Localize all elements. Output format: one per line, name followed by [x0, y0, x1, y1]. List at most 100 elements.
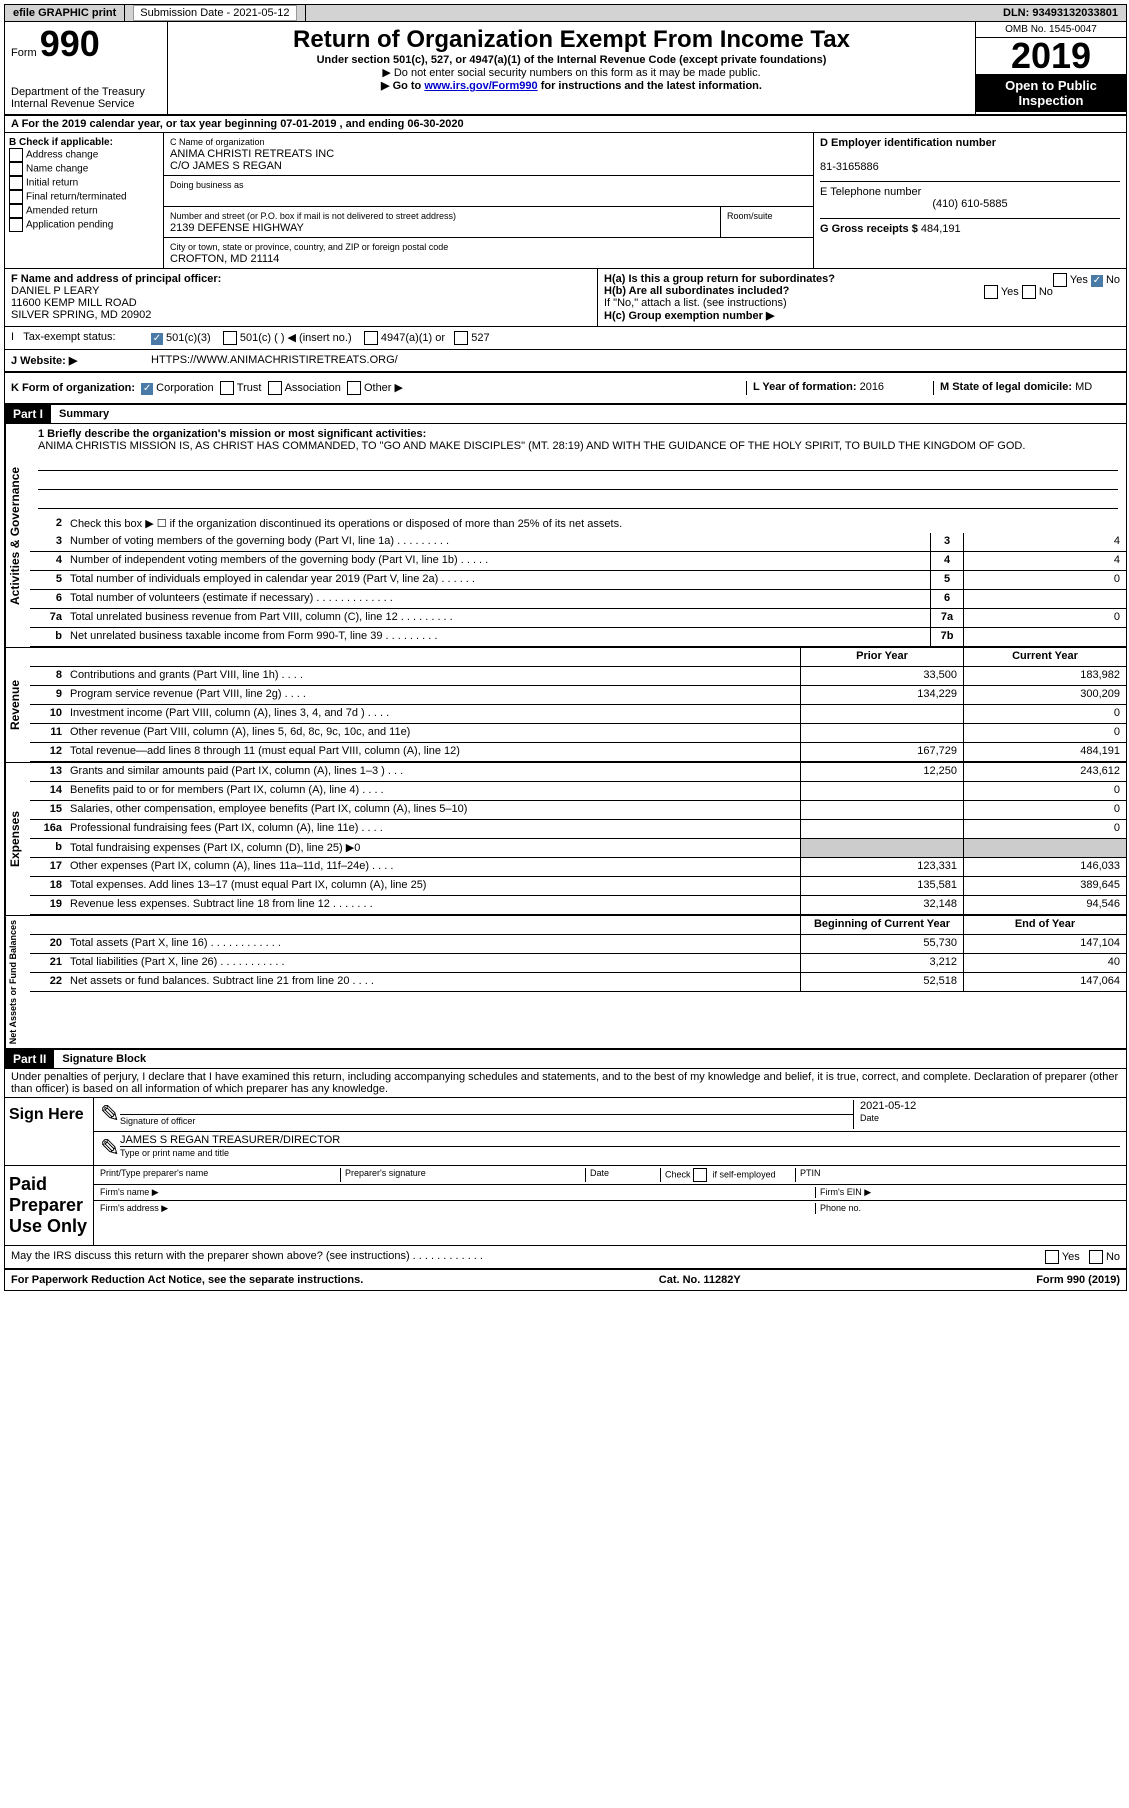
prep-h4: Check if self-employed [661, 1168, 796, 1182]
k-opt-2: Association [285, 382, 341, 394]
table-row: 14 Benefits paid to or for members (Part… [30, 782, 1126, 801]
pen-icon: ✎ [100, 1134, 120, 1163]
discuss-row: May the IRS discuss this return with the… [5, 1246, 1126, 1270]
rev-block: Revenue Prior Year Current Year 8 Contri… [5, 647, 1126, 762]
line-box: 7a [930, 609, 963, 627]
checkbox-icon[interactable] [984, 285, 998, 299]
checkbox-icon[interactable] [9, 176, 23, 190]
line-text: Revenue less expenses. Subtract line 18 … [66, 896, 800, 914]
table-row: 12 Total revenue—add lines 8 through 11 … [30, 743, 1126, 762]
curr-val: 183,982 [963, 667, 1126, 685]
current-year-header: Current Year [963, 648, 1126, 666]
prior-year-header: Prior Year [800, 648, 963, 666]
room-label: Room/suite [727, 211, 773, 221]
irs-link[interactable]: www.irs.gov/Form990 [424, 80, 537, 92]
line-text: Number of independent voting members of … [66, 552, 930, 570]
line-text: Other revenue (Part VIII, column (A), li… [66, 724, 800, 742]
line-no: 18 [30, 877, 66, 895]
line-text: Net assets or fund balances. Subtract li… [66, 973, 800, 991]
line-box: 6 [930, 590, 963, 608]
sig-label: Signature of officer [120, 1116, 195, 1126]
line-no: b [30, 628, 66, 646]
line-box: 4 [930, 552, 963, 570]
gov-line: 5 Total number of individuals employed i… [30, 571, 1126, 590]
line-text: Net unrelated business taxable income fr… [66, 628, 930, 646]
efile-label: efile GRAPHIC print [5, 5, 125, 21]
city-value: CROFTON, MD 21114 [170, 253, 279, 265]
line-text: Salaries, other compensation, employee b… [66, 801, 800, 819]
line-text: Total revenue—add lines 8 through 11 (mu… [66, 743, 800, 761]
dln: DLN: 93493132033801 [995, 5, 1126, 21]
prior-val: 33,500 [800, 667, 963, 685]
checkbox-icon[interactable] [9, 218, 23, 232]
checkbox-icon[interactable] [454, 331, 468, 345]
m-label: M State of legal domicile: [940, 381, 1072, 393]
line-no: 4 [30, 552, 66, 570]
form-number: 990 [40, 23, 100, 64]
pen-icon: ✎ [100, 1100, 120, 1129]
checkbox-icon[interactable] [1089, 1250, 1103, 1264]
firm-phone: Phone no. [816, 1203, 1120, 1214]
checkbox-icon[interactable] [1045, 1250, 1059, 1264]
mission-text: ANIMA CHRISTIS MISSION IS, AS CHRIST HAS… [38, 440, 1025, 452]
dept-label: Department of the Treasury Internal Reve… [11, 86, 161, 110]
footer-left: For Paperwork Reduction Act Notice, see … [11, 1274, 363, 1286]
checkbox-icon[interactable] [347, 381, 361, 395]
date-label: Date [860, 1113, 879, 1123]
l-label: L Year of formation: [753, 381, 857, 393]
side-exp: Expenses [5, 763, 30, 915]
prior-val: 167,729 [800, 743, 963, 761]
checkbox-icon[interactable] [223, 331, 237, 345]
exp-block: Expenses 13 Grants and similar amounts p… [5, 762, 1126, 915]
care-of: C/O JAMES S REGAN [170, 160, 282, 172]
c-name-label: C Name of organization [170, 137, 265, 147]
line-no: 21 [30, 954, 66, 972]
checkbox-icon[interactable] [9, 162, 23, 176]
table-row: 22 Net assets or fund balances. Subtract… [30, 973, 1126, 992]
line-text: Total number of individuals employed in … [66, 571, 930, 589]
sig-date: 2021-05-12 [860, 1100, 1120, 1112]
phone-value: (410) 610-5885 [820, 198, 1120, 210]
line-text: Total fundraising expenses (Part IX, col… [66, 839, 800, 857]
signature-line[interactable] [120, 1100, 853, 1115]
section-fh: F Name and address of principal officer:… [5, 269, 1126, 327]
checkbox-icon[interactable] [9, 148, 23, 162]
checkbox-icon[interactable] [9, 204, 23, 218]
ts-opt-2: 4947(a)(1) or [381, 332, 445, 344]
gov-line: 4 Number of independent voting members o… [30, 552, 1126, 571]
checkbox-icon[interactable] [1053, 273, 1067, 287]
f-label: F Name and address of principal officer: [11, 273, 221, 285]
checkbox-icon[interactable] [268, 381, 282, 395]
checkbox-icon[interactable] [693, 1168, 707, 1182]
blank-line [38, 492, 1118, 509]
checkbox-icon[interactable] [9, 190, 23, 204]
table-row: 18 Total expenses. Add lines 13–17 (must… [30, 877, 1126, 896]
ts-opt-1: 501(c) ( ) ◀ (insert no.) [240, 332, 352, 344]
box-h: H(a) Is this a group return for subordin… [598, 269, 1126, 326]
prior-val [800, 705, 963, 723]
table-row: 17 Other expenses (Part IX, column (A), … [30, 858, 1126, 877]
box-f: F Name and address of principal officer:… [5, 269, 598, 326]
tax-status-row: I Tax-exempt status: ✓501(c)(3) 501(c) (… [5, 327, 1126, 350]
checkbox-icon[interactable] [364, 331, 378, 345]
paid-left: Paid Preparer Use Only [5, 1166, 94, 1245]
k-opt-3: Other ▶ [364, 382, 403, 394]
checked-icon: ✓ [151, 333, 163, 345]
k-row: K Form of organization: ✓Corporation Tru… [5, 373, 1126, 405]
ts-opt-3: 527 [471, 332, 489, 344]
b-opt-5: Application pending [26, 220, 113, 231]
checkbox-icon[interactable] [1022, 285, 1036, 299]
table-row: 8 Contributions and grants (Part VIII, l… [30, 667, 1126, 686]
part2-header: Part II [5, 1050, 54, 1068]
curr-val: 0 [963, 782, 1126, 800]
net-block: Net Assets or Fund Balances Beginning of… [5, 915, 1126, 1050]
line-text: Grants and similar amounts paid (Part IX… [66, 763, 800, 781]
line-box: 5 [930, 571, 963, 589]
blank-line [38, 454, 1118, 471]
line-no: 17 [30, 858, 66, 876]
officer-name-type: JAMES S REGAN TREASURER/DIRECTOR [120, 1134, 1120, 1147]
checkbox-icon[interactable] [220, 381, 234, 395]
street-addr: 2139 DEFENSE HIGHWAY [170, 222, 304, 234]
officer-addr1: 11600 KEMP MILL ROAD [11, 297, 137, 309]
begin-year-header: Beginning of Current Year [800, 916, 963, 934]
